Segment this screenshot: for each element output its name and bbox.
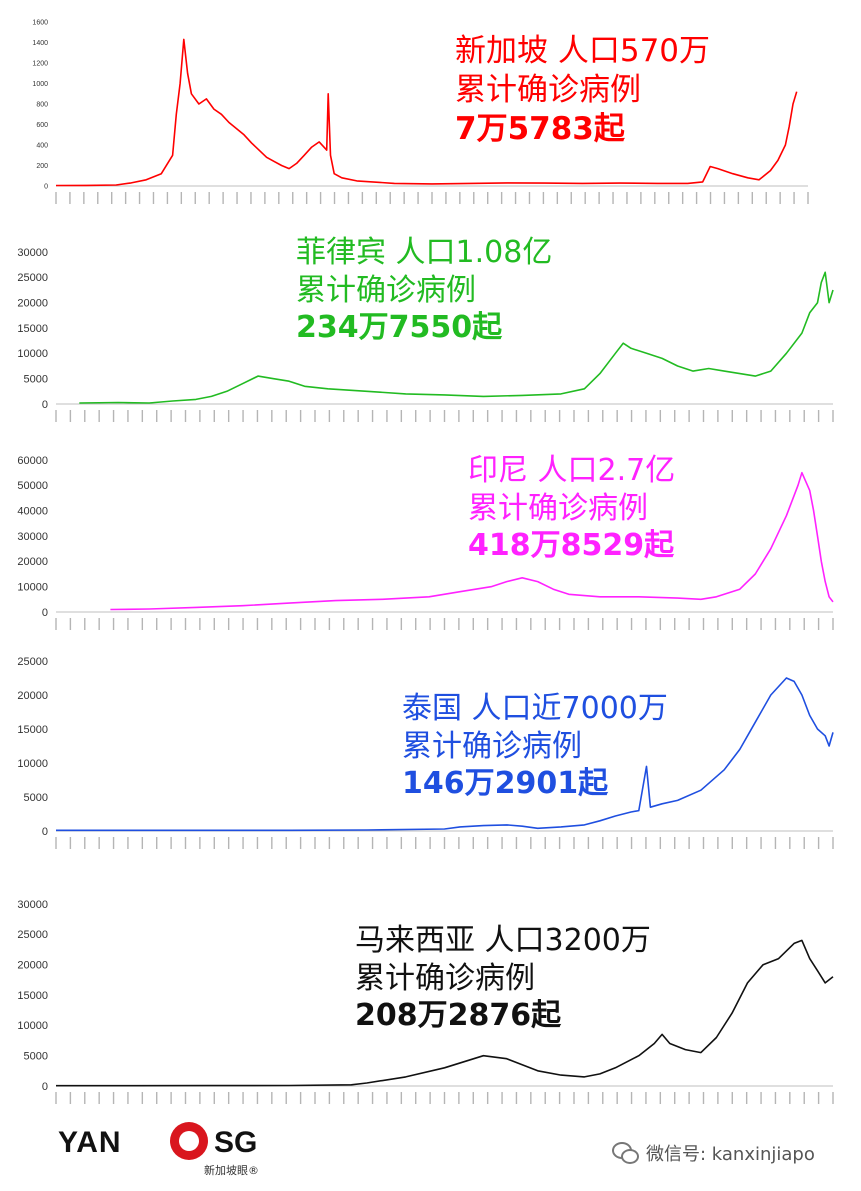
y-tick-label: 40000: [17, 506, 48, 518]
y-tick-label: 15000: [17, 323, 48, 335]
annotation-line: 累计确诊病例: [402, 728, 582, 764]
annotation-line: 208万2876起: [355, 998, 562, 1033]
y-tick-label: 20000: [17, 298, 48, 310]
annotation-line: 累计确诊病例: [455, 71, 641, 108]
logo-q-icon: [170, 1122, 208, 1160]
y-tick-label: 60000: [17, 455, 48, 467]
chart-annotation: 泰国 人口近7000万 累计确诊病例 146万2901起: [402, 690, 668, 803]
y-tick-label: 10000: [17, 1020, 48, 1032]
y-tick-label: 5000: [24, 374, 48, 386]
y-tick-label: 0: [42, 607, 48, 619]
series-line: [110, 471, 834, 611]
y-tick-label: 5000: [24, 792, 48, 804]
annotation-line: 菲律宾 人口1.08亿: [296, 235, 553, 270]
y-tick-label: 30000: [17, 247, 48, 259]
chart-2: 0 5000 10000 15000 20000 25000 30000: [17, 247, 834, 422]
y-tick-label: 15000: [17, 990, 48, 1002]
y-tick-label: 15000: [17, 724, 48, 736]
series-line: [79, 271, 834, 404]
chart-5: 0 5000 10000 15000 20000 25000 30000: [17, 899, 834, 1104]
y-tick-label: 20000: [17, 556, 48, 568]
y-tick-label: 25000: [17, 272, 48, 284]
annotation-line: 7万5783起: [455, 110, 625, 147]
logo-sg-text: SG: [214, 1126, 258, 1159]
annotation-line: 累计确诊病例: [468, 490, 648, 526]
chart-3: 0 10000 20000 30000 40000 50000 60000: [17, 455, 834, 630]
yanqsg-logo: YAN SG 新加坡眼®: [58, 1118, 278, 1177]
y-tick-label: 10000: [17, 348, 48, 360]
wechat-icon: [612, 1142, 640, 1164]
wechat-text: 微信号: kanxinjiapo: [646, 1144, 815, 1165]
y-tick-label: 0: [44, 183, 48, 190]
y-tick-label: 1600: [32, 19, 48, 26]
annotation-line: 146万2901起: [402, 766, 609, 801]
y-tick-label: 30000: [17, 531, 48, 543]
annotation-line: 新加坡 人口570万: [455, 33, 711, 69]
y-tick-label: 600: [36, 122, 48, 129]
annotation-line: 418万8529起: [468, 528, 675, 563]
chart-4: 0 5000 10000 15000 20000 25000: [17, 656, 834, 849]
y-tick-label: 20000: [17, 960, 48, 972]
y-tick-label: 1000: [32, 81, 48, 88]
y-tick-label: 1400: [32, 40, 48, 47]
series-line: [56, 939, 834, 1087]
y-tick-label: 0: [42, 399, 48, 411]
chart-annotation: 马来西亚 人口3200万 累计确诊病例 208万2876起: [355, 922, 651, 1035]
logo-subtitle: 新加坡眼®: [204, 1164, 259, 1177]
series-line: [55, 38, 798, 187]
annotation-line: 印尼 人口2.7亿: [468, 453, 676, 488]
annotation-line: 累计确诊病例: [355, 960, 535, 996]
y-tick-label: 50000: [17, 480, 48, 492]
y-tick-label: 0: [42, 826, 48, 838]
y-tick-label: 400: [36, 142, 48, 149]
wechat-id: 微信号: kanxinjiapo: [612, 1140, 815, 1166]
annotation-line: 泰国 人口近7000万: [402, 691, 668, 726]
annotation-line: 累计确诊病例: [296, 272, 476, 308]
y-tick-label: 10000: [17, 582, 48, 594]
y-tick-label: 10000: [17, 758, 48, 770]
y-tick-label: 25000: [17, 929, 48, 941]
y-tick-label: 5000: [24, 1051, 48, 1063]
y-tick-label: 25000: [17, 656, 48, 668]
y-tick-label: 200: [36, 163, 48, 170]
y-tick-label: 30000: [17, 899, 48, 911]
y-tick-label: 1200: [32, 60, 48, 67]
series-line: [56, 677, 834, 832]
y-tick-label: 800: [36, 101, 48, 108]
annotation-line: 马来西亚 人口3200万: [355, 923, 651, 958]
logo-yan-text: YAN: [58, 1126, 122, 1159]
y-tick-label: 20000: [17, 690, 48, 702]
chart-1: 0 200 400 600 800 1000 1200 1400 1600: [32, 19, 809, 204]
chart-annotation: 印尼 人口2.7亿 累计确诊病例 418万8529起: [468, 452, 675, 565]
annotation-line: 234万7550起: [296, 310, 503, 345]
chart-annotation: 菲律宾 人口1.08亿 累计确诊病例 234万7550起: [296, 234, 552, 347]
chart-annotation: 新加坡 人口570万 累计确诊病例 7万5783起: [455, 32, 710, 148]
y-tick-label: 0: [42, 1081, 48, 1093]
